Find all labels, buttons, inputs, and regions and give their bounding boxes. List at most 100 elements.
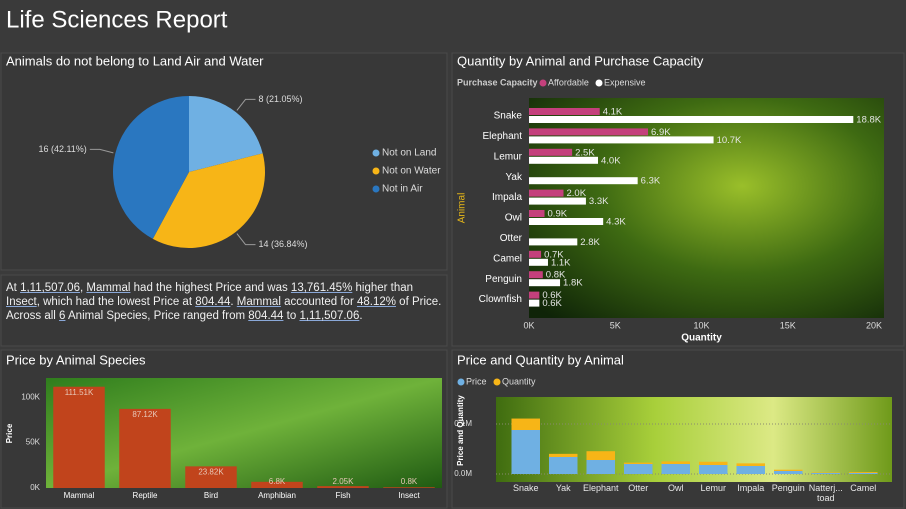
bar-segment [811, 472, 840, 473]
data-label: 16 (42.11%) [38, 144, 86, 154]
highlight-value: Mammal [236, 296, 281, 308]
data-label: 0.9K [548, 209, 568, 220]
bar-segment [511, 430, 540, 474]
y-tick-label: Clownfish [479, 294, 522, 305]
bar [529, 116, 854, 123]
narrative-text: accounted for [280, 296, 357, 308]
data-label: 2.5K [575, 147, 595, 158]
data-label: 0.6K [542, 290, 562, 301]
y-tick-label: Otter [500, 233, 523, 244]
data-label: 1.1K [551, 257, 571, 268]
x-tick-label: Mammal [64, 491, 95, 500]
x-axis-title: Quantity [681, 333, 722, 344]
y-tick-label: 100K [21, 392, 40, 401]
narrative-text: At [6, 282, 21, 294]
y-axis-title: Price and Quantity [456, 395, 465, 466]
y-tick-label: Snake [494, 111, 523, 122]
bar-segment [849, 473, 878, 474]
data-label: 4.1K [603, 107, 623, 118]
panel [0, 274, 448, 347]
data-label: 2.0K [567, 188, 587, 199]
plot-background [46, 378, 442, 488]
data-label: 6.9K [651, 127, 671, 138]
bar [529, 136, 714, 144]
data-label: 4.3K [606, 217, 626, 228]
x-tick-label: Snake [512, 483, 539, 493]
bar [529, 148, 573, 156]
y-tick-label: Camel [493, 253, 522, 264]
bar [529, 128, 649, 136]
x-tick-label: 0K [523, 320, 534, 330]
narrative-text: of Price. Across all [6, 296, 442, 322]
bar [529, 291, 540, 299]
bar-segment [586, 460, 615, 474]
narrative-text: to [283, 310, 300, 322]
bar-segment [586, 451, 615, 460]
bar-segment [849, 472, 878, 473]
highlight-value: Insect [6, 296, 37, 308]
narrative: At 1,11,507.06, Mammal had the highest P… [6, 281, 446, 323]
data-label: 14 (36.84%) [259, 239, 308, 249]
pie-slice [112, 95, 189, 239]
bar-segment [736, 463, 765, 466]
x-tick-label: Penguin [771, 483, 805, 493]
narrative-text: . [230, 296, 237, 308]
leader-line [89, 148, 114, 154]
bar [529, 189, 564, 197]
bar-segment [511, 418, 540, 430]
bar [317, 486, 369, 488]
legend-marker [372, 167, 380, 175]
legend-marker [539, 79, 547, 87]
panel-title: Animals do not belong to Land Air and Wa… [6, 53, 264, 68]
narrative-text: , [79, 282, 87, 294]
bar [529, 108, 600, 115]
y-tick-label: Impala [492, 192, 522, 203]
y-tick-label: 0K [30, 483, 40, 492]
pie-slice [189, 96, 263, 172]
data-label: 1.8K [563, 278, 583, 289]
data-label: 87.12K [132, 410, 158, 419]
bar [529, 177, 638, 185]
bar [529, 238, 578, 246]
bar-segment [624, 462, 653, 464]
pie-slice [152, 153, 265, 249]
bar-segment [661, 461, 690, 464]
data-label: 0.6K [542, 298, 562, 309]
x-tick-label: 15K [780, 320, 796, 330]
narrative-text: . [359, 310, 363, 322]
bar [185, 466, 237, 488]
legend-label: Price [466, 376, 487, 386]
highlight-value: 6 [59, 310, 66, 322]
bar [251, 481, 303, 488]
bar-segment [811, 473, 840, 474]
bar [529, 279, 561, 287]
highlight-value: 1,11,507.06 [20, 282, 80, 294]
bar-segment [661, 464, 690, 474]
legend-marker [493, 378, 501, 386]
y-tick-label: Owl [505, 213, 522, 224]
x-tick-label: Insect [398, 491, 420, 500]
bar [529, 210, 545, 217]
x-tick-label: Camel [850, 483, 877, 493]
bar [529, 299, 540, 307]
data-label: 6.8K [269, 477, 286, 486]
x-tick-label: Yak [555, 483, 571, 493]
highlight-value: 804.44 [248, 310, 284, 322]
narrative-text: Animal Species, Price ranged from [65, 310, 249, 322]
y-tick-label: 0.0M [454, 469, 472, 478]
legend-label: Not in Air [382, 184, 423, 195]
data-label: 23.82K [198, 467, 224, 476]
panel-title: Quantity by Animal and Purchase Capacity [457, 53, 704, 68]
x-tick-label: Bird [204, 491, 218, 500]
bar-segment [549, 457, 578, 474]
bar-segment [624, 464, 653, 474]
x-tick-label: 20K [866, 320, 882, 330]
highlight-value: 1,11,507.06 [299, 310, 360, 322]
data-label: 2.8K [580, 237, 600, 248]
bar [529, 271, 543, 279]
legend-title: Purchase Capacity [457, 77, 538, 87]
panel-title: Price by Animal Species [6, 352, 146, 367]
x-tick-label: Fish [335, 491, 350, 500]
data-label: 3.3K [589, 196, 609, 207]
